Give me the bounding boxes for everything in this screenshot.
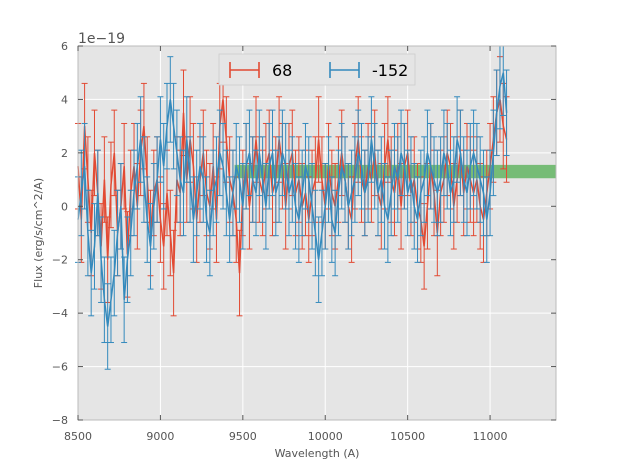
y-tick-label: −6 [52,361,68,374]
y-tick-label: 2 [61,147,68,160]
legend-label-68: 68 [272,61,292,80]
x-tick-label: 9500 [229,430,257,443]
x-tick-label: 9000 [146,430,174,443]
legend-label-neg152: -152 [372,61,408,80]
x-tick-label: 11000 [473,430,508,443]
y-tick-label: 4 [61,93,68,106]
y-ticks: −8 −6 −4 −2 0 2 4 6 [52,40,556,427]
y-axis-label: Flux (erg/s/cm^2/A) [32,178,45,288]
x-tick-label: 10000 [308,430,343,443]
legend-entry-neg152: -152 [329,61,408,80]
y-tick-label: −4 [52,307,68,320]
y-tick-label: 0 [61,200,68,213]
legend-entry-68: 68 [229,61,292,80]
y-tick-label: −2 [52,254,68,267]
plot-background [78,46,556,420]
x-tick-label: 8500 [64,430,92,443]
legend: 68 -152 [218,53,416,86]
x-axis-label: Wavelength (A) [275,447,360,460]
x-ticks: 8500 9000 9500 10000 10500 11000 [64,46,508,443]
series-line [77,72,508,327]
x-tick-label: 10500 [390,430,425,443]
series-neg152 [75,45,510,370]
series-layer [75,45,510,370]
y-tick-label: 6 [61,40,68,53]
y-tick-label: −8 [52,414,68,427]
y-offset-label: 1e−19 [78,31,125,47]
plot-frame [77,45,557,421]
